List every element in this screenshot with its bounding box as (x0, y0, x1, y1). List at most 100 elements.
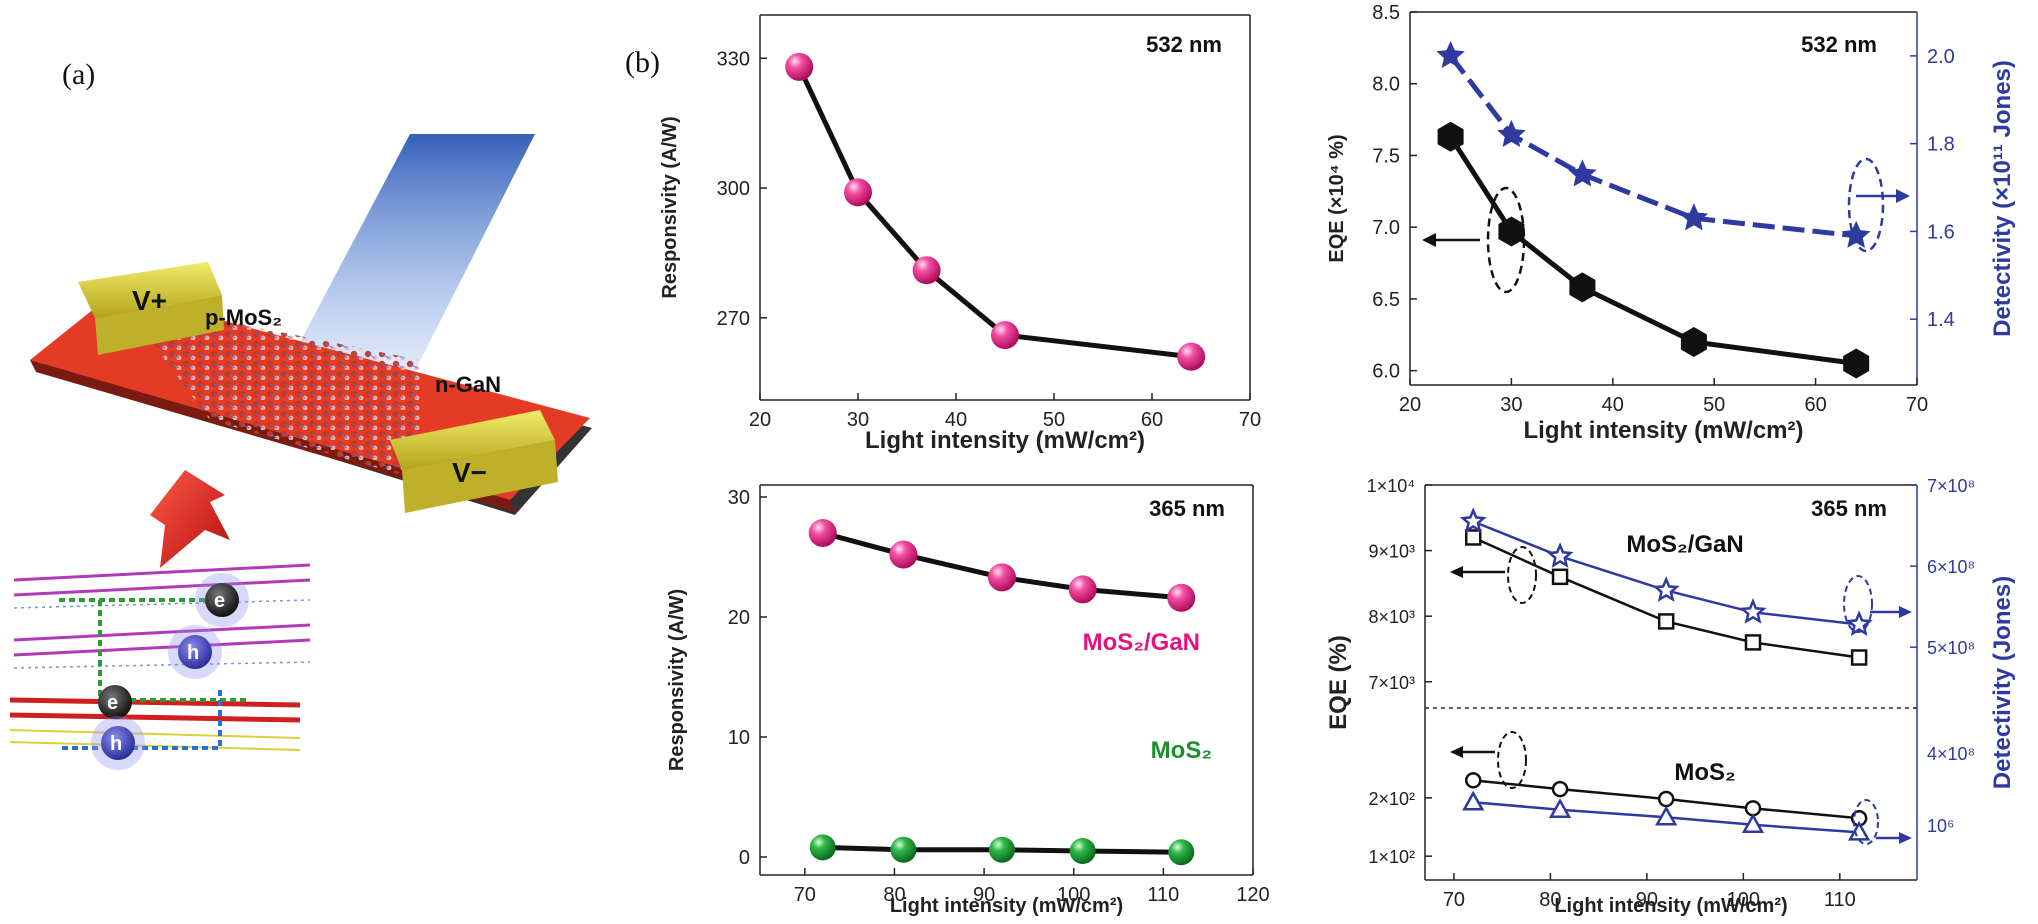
x-tick-label: 90 (973, 884, 995, 906)
y2-tick-label: 7×10⁸ (1927, 476, 1975, 496)
chart-bottom-left: 70 80 90 100 110 120 0 10 20 30 Light intensity (m… (666, 484, 1270, 917)
data-point-series-1 (1069, 838, 1096, 864)
data-point-series-1 (989, 836, 1016, 863)
data-point-series-2 (1464, 772, 1482, 789)
data-point-series-0 (1167, 583, 1196, 612)
x-tick-label: 100 (1057, 884, 1090, 906)
x-axis-title: Light intensity (mW/cm²) (1524, 417, 1804, 444)
data-point-eqe (1569, 272, 1596, 303)
right-arrow-icon (1899, 832, 1912, 844)
series-label-mos2: MoS₂ (1151, 737, 1212, 764)
panel-label-a: (a) (62, 58, 95, 91)
x-tick-label: 70 (794, 884, 816, 906)
data-point-detectivity (1436, 40, 1465, 68)
label-n-gan: n-GaN (435, 372, 501, 397)
x-axis-title: Light intensity (mW/cm²) (890, 895, 1123, 917)
data-point-series-1 (1739, 598, 1767, 624)
series-line-responsivity (796, 65, 1192, 360)
data-point-series-0 (1464, 529, 1482, 546)
data-point-detectivity (1497, 119, 1526, 147)
data-point-responsivity (991, 321, 1019, 350)
y-tick-label: 1×10² (1368, 847, 1415, 867)
carrier-e-1: e (214, 590, 225, 612)
data-point-series-1 (890, 836, 917, 863)
y-tick-label: 10 (728, 727, 750, 749)
x-tick-label: 20 (1399, 394, 1421, 416)
x-tick-label: 30 (847, 409, 869, 431)
data-point-detectivity (1568, 159, 1597, 187)
y-axis-title: EQE (×10⁴ %) (1326, 134, 1348, 262)
x-tick-label: 40 (1602, 394, 1624, 416)
y-tick-label: 1×10⁴ (1367, 476, 1415, 496)
series-label-mos2-gan: MoS₂/GaN (1083, 629, 1200, 656)
y-tick-label: 9×10³ (1368, 542, 1415, 562)
label-v-plus: V+ (132, 285, 167, 316)
carrier-h-2: h (110, 733, 122, 755)
y-tick-label: 7.0 (1372, 217, 1400, 239)
band-inset: e h e h (9, 563, 311, 770)
annotation-mos2-gan: MoS₂/GaN (1626, 531, 1743, 558)
x-tick-label: 50 (1043, 409, 1065, 431)
detectivity-indicator-ellipse-lower (1853, 799, 1879, 845)
data-point-series-3 (1462, 790, 1485, 811)
data-point-series-3 (1741, 813, 1765, 834)
y-tick-label: 20 (728, 607, 750, 629)
carrier-e-2: e (107, 692, 118, 714)
y2-tick-label: 6×10⁸ (1927, 557, 1975, 577)
data-point-series-1 (1546, 542, 1574, 568)
chart-top-left: 20 30 40 50 60 70 270 300 330 Light intensity (mW… (659, 14, 1261, 454)
data-point-series-2 (1744, 800, 1762, 817)
data-point-series-0 (808, 519, 837, 547)
x-axis-title: Light intensity (mW/cm²) (1554, 895, 1787, 917)
series-line-detectivity (1448, 54, 1857, 239)
y-tick-label: 8×10³ (1368, 607, 1415, 627)
x-tick-label: 90 (1636, 889, 1658, 911)
chart-title: 532 nm (1801, 32, 1877, 57)
right-arrow-icon (1896, 189, 1910, 203)
y2-tick-label: 2.0 (1927, 46, 1955, 68)
x-tick-label: 70 (1443, 889, 1465, 911)
y-tick-label: 8.5 (1372, 2, 1400, 24)
x-tick-label: 70 (1239, 409, 1261, 431)
y2-axis-title: Detectivity (×10¹¹ Jones) (1989, 60, 2016, 337)
y-tick-label: 7×10³ (1368, 673, 1415, 693)
x-tick-label: 110 (1824, 889, 1856, 911)
data-point-series-0 (1068, 575, 1097, 604)
data-point-series-0 (1657, 613, 1675, 630)
mos2-lattice (120, 300, 420, 480)
y-tick-label: 300 (717, 178, 750, 200)
carrier-h-1: h (187, 642, 199, 664)
data-point-series-1 (1168, 839, 1195, 866)
data-point-detectivity (1679, 203, 1709, 231)
data-point-responsivity (844, 178, 872, 207)
data-point-responsivity (912, 256, 941, 285)
y-tick-label: 6.5 (1372, 289, 1400, 311)
left-arrow-icon (1450, 746, 1463, 758)
data-point-eqe (1498, 216, 1525, 247)
x-tick-label: 80 (883, 884, 905, 906)
data-point-series-0 (889, 540, 918, 569)
eqe-indicator-ellipse (1486, 186, 1526, 294)
data-point-responsivity (785, 52, 814, 81)
y-tick-label: 30 (728, 487, 750, 509)
detectivity-indicator-ellipse (1847, 157, 1885, 253)
y-axis-title: Responsivity (A/W) (666, 589, 688, 771)
eqe-indicator-ellipse-upper (1507, 546, 1537, 604)
data-point-eqe (1843, 348, 1870, 379)
x-tick-label: 70 (1906, 394, 1928, 416)
chart-bottom-right: 70 80 90 100 110 7×10³ 8×10³ 9×10³ 1×10⁴ 1×10² 2×1… (1325, 476, 2016, 917)
data-point-series-1 (809, 834, 836, 861)
right-arrow-icon (1899, 606, 1912, 618)
data-point-detectivity (1841, 220, 1871, 248)
y-tick-label: 0 (739, 847, 750, 869)
y-tick-label: 330 (717, 48, 750, 70)
detectivity-indicator-ellipse-upper (1843, 575, 1873, 633)
y2-axis-title: Detectivity (Jones) (1989, 576, 2016, 789)
electrode-right: V− (390, 410, 558, 513)
y2-tick-label: 5×10⁸ (1927, 638, 1975, 658)
y2-tick-label: 4×10⁸ (1927, 744, 1975, 764)
data-point-series-2 (1551, 780, 1569, 798)
y2-tick-label: 1.6 (1927, 221, 1955, 243)
left-arrow-icon (1450, 566, 1463, 578)
